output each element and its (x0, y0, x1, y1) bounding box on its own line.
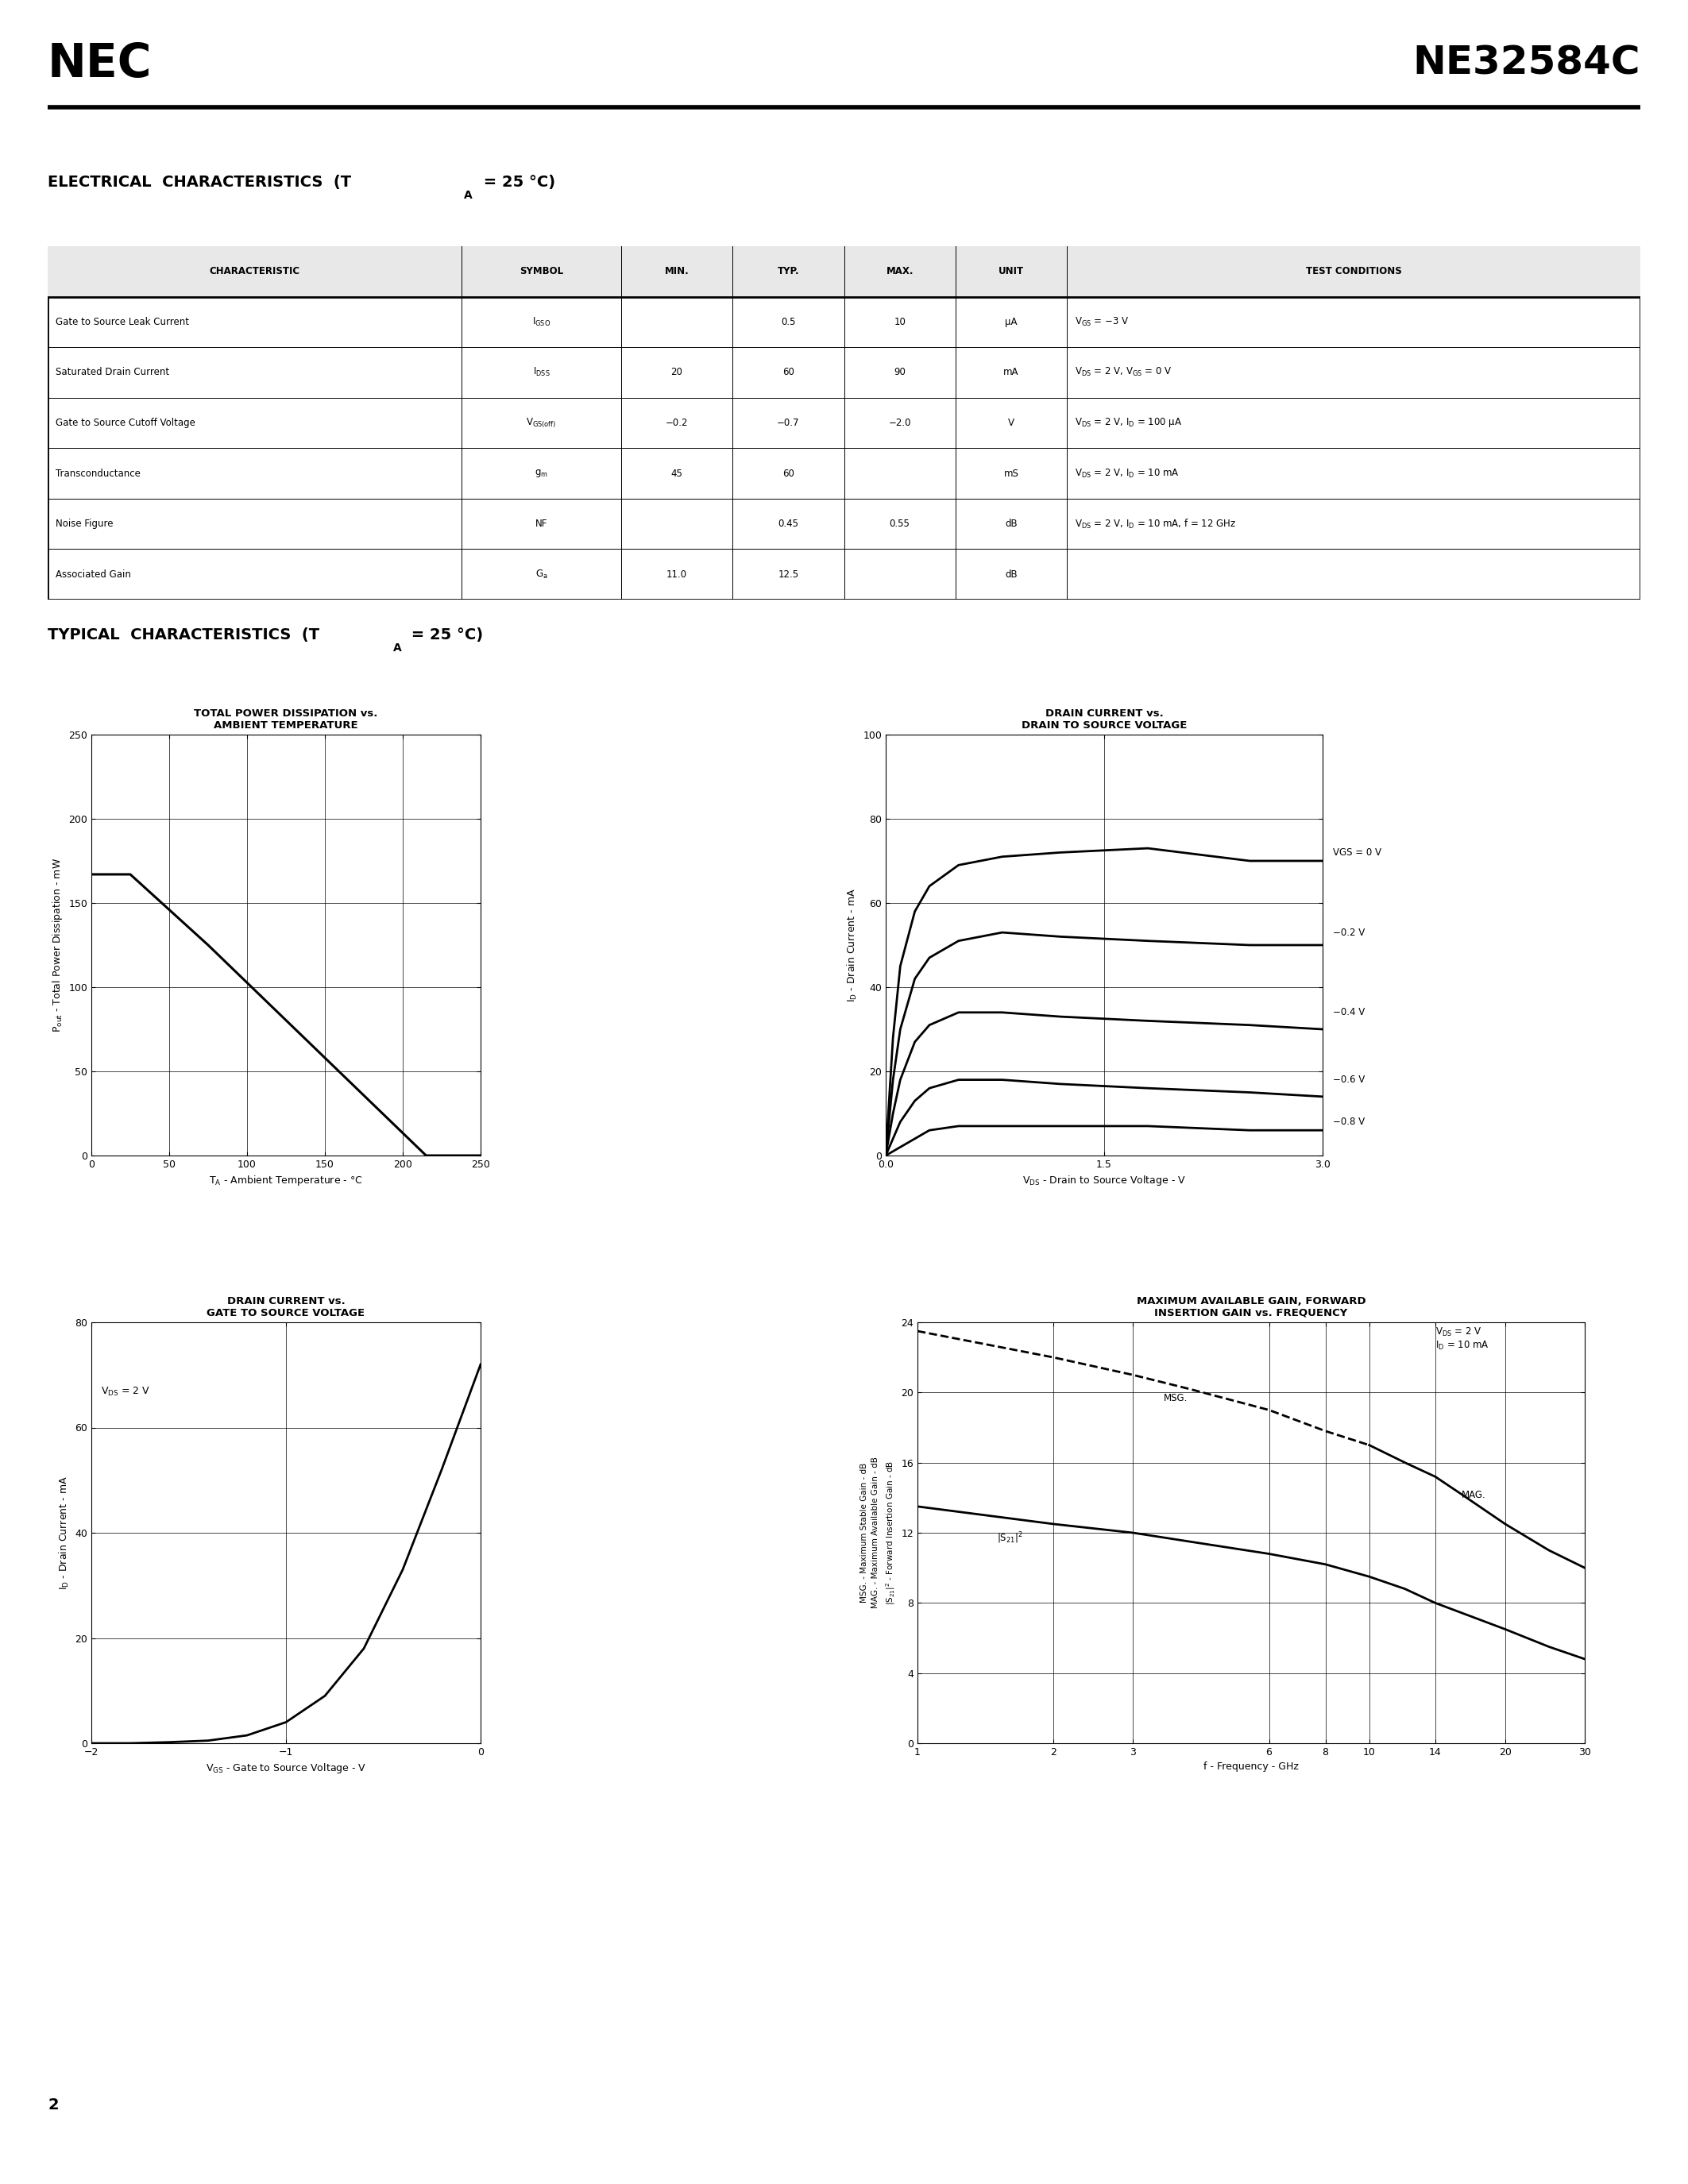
Text: V$_{\rm DS}$ = 2 V: V$_{\rm DS}$ = 2 V (101, 1385, 150, 1398)
Text: I$_{\rm GSO}$: I$_{\rm GSO}$ (532, 317, 550, 328)
Text: 45: 45 (670, 467, 682, 478)
X-axis label: V$_{\rm GS}$ - Gate to Source Voltage - V: V$_{\rm GS}$ - Gate to Source Voltage - … (206, 1762, 366, 1776)
Text: 60: 60 (782, 467, 793, 478)
Text: V$_{\rm DS}$ = 2 V, I$_{\rm D}$ = 100 μA: V$_{\rm DS}$ = 2 V, I$_{\rm D}$ = 100 μA (1075, 417, 1182, 430)
Text: 0.45: 0.45 (778, 520, 798, 529)
Text: VGS = 0 V: VGS = 0 V (1334, 847, 1381, 858)
Text: V$_{\rm GS(off)}$: V$_{\rm GS(off)}$ (527, 417, 557, 430)
Text: I$_{\rm DSS}$: I$_{\rm DSS}$ (533, 367, 550, 378)
Text: G$_{\rm a}$: G$_{\rm a}$ (535, 568, 547, 581)
Title: DRAIN CURRENT vs.
DRAIN TO SOURCE VOLTAGE: DRAIN CURRENT vs. DRAIN TO SOURCE VOLTAG… (1021, 708, 1187, 729)
Text: 10: 10 (895, 317, 906, 328)
Text: 0.55: 0.55 (890, 520, 910, 529)
Text: −0.4 V: −0.4 V (1334, 1007, 1366, 1018)
Text: MAG.: MAG. (1462, 1489, 1485, 1500)
Text: = 25 °C): = 25 °C) (478, 175, 555, 190)
Text: MIN.: MIN. (665, 266, 689, 277)
Text: μA: μA (1004, 317, 1018, 328)
Text: A: A (464, 190, 473, 201)
Text: A: A (393, 642, 402, 653)
Text: UNIT: UNIT (999, 266, 1025, 277)
Text: V$_{\rm GS}$ = −3 V: V$_{\rm GS}$ = −3 V (1075, 317, 1129, 328)
Text: 11.0: 11.0 (667, 570, 687, 579)
Text: MSG.: MSG. (1163, 1393, 1187, 1404)
Text: −2.0: −2.0 (888, 417, 912, 428)
X-axis label: V$_{\rm DS}$ - Drain to Source Voltage - V: V$_{\rm DS}$ - Drain to Source Voltage -… (1023, 1175, 1187, 1188)
Text: TYPICAL  CHARACTERISTICS  (T: TYPICAL CHARACTERISTICS (T (47, 627, 319, 642)
Text: mA: mA (1003, 367, 1020, 378)
Text: Transconductance: Transconductance (56, 467, 140, 478)
Title: TOTAL POWER DISSIPATION vs.
AMBIENT TEMPERATURE: TOTAL POWER DISSIPATION vs. AMBIENT TEMP… (194, 708, 378, 729)
Text: NF: NF (535, 520, 547, 529)
Y-axis label: MSG. - Maximum Stable Gain - dB
MAG. - Maximum Available Gain - dB
|S$_{21}$|$^2: MSG. - Maximum Stable Gain - dB MAG. - M… (861, 1457, 896, 1610)
Title: MAXIMUM AVAILABLE GAIN, FORWARD
INSERTION GAIN vs. FREQUENCY: MAXIMUM AVAILABLE GAIN, FORWARD INSERTIO… (1136, 1295, 1366, 1319)
Text: CHARACTERISTIC: CHARACTERISTIC (209, 266, 300, 277)
Text: Saturated Drain Current: Saturated Drain Current (56, 367, 169, 378)
X-axis label: T$_{\rm A}$ - Ambient Temperature - °C: T$_{\rm A}$ - Ambient Temperature - °C (209, 1175, 363, 1188)
Text: 12.5: 12.5 (778, 570, 798, 579)
Text: −0.2 V: −0.2 V (1334, 928, 1366, 937)
Text: 20: 20 (670, 367, 682, 378)
Text: 60: 60 (782, 367, 793, 378)
Text: 90: 90 (895, 367, 906, 378)
Y-axis label: I$_{\rm D}$ - Drain Current - mA: I$_{\rm D}$ - Drain Current - mA (57, 1476, 71, 1590)
Text: ELECTRICAL  CHARACTERISTICS  (T: ELECTRICAL CHARACTERISTICS (T (47, 175, 351, 190)
Text: dB: dB (1004, 570, 1018, 579)
Title: DRAIN CURRENT vs.
GATE TO SOURCE VOLTAGE: DRAIN CURRENT vs. GATE TO SOURCE VOLTAGE (208, 1295, 365, 1319)
Text: −0.6 V: −0.6 V (1334, 1075, 1366, 1085)
Text: Associated Gain: Associated Gain (56, 570, 132, 579)
Bar (47, 247, 1641, 297)
Text: −0.2: −0.2 (665, 417, 689, 428)
Text: V$_{\rm DS}$ = 2 V, I$_{\rm D}$ = 10 mA: V$_{\rm DS}$ = 2 V, I$_{\rm D}$ = 10 mA (1075, 467, 1180, 478)
Text: V$_{\rm DS}$ = 2 V, V$_{\rm GS}$ = 0 V: V$_{\rm DS}$ = 2 V, V$_{\rm GS}$ = 0 V (1075, 367, 1173, 378)
Text: −0.7: −0.7 (776, 417, 800, 428)
Y-axis label: I$_{\rm D}$ - Drain Current - mA: I$_{\rm D}$ - Drain Current - mA (846, 889, 859, 1002)
Text: = 25 °C): = 25 °C) (405, 627, 483, 642)
Text: SYMBOL: SYMBOL (520, 266, 564, 277)
X-axis label: f - Frequency - GHz: f - Frequency - GHz (1204, 1762, 1298, 1771)
Text: TEST CONDITIONS: TEST CONDITIONS (1307, 266, 1401, 277)
Text: dB: dB (1004, 520, 1018, 529)
Text: V$_{\rm DS}$ = 2 V, I$_{\rm D}$ = 10 mA, f = 12 GHz: V$_{\rm DS}$ = 2 V, I$_{\rm D}$ = 10 mA,… (1075, 518, 1236, 531)
Y-axis label: P$_{\rm out}$ - Total Power Dissipation - mW: P$_{\rm out}$ - Total Power Dissipation … (51, 858, 64, 1033)
Text: Noise Figure: Noise Figure (56, 520, 113, 529)
Text: NE32584C: NE32584C (1413, 44, 1641, 83)
Text: 2: 2 (47, 2097, 59, 2112)
Text: NEC: NEC (47, 41, 152, 85)
Text: V: V (1008, 417, 1014, 428)
Text: |S$_{21}$|$^2$: |S$_{21}$|$^2$ (998, 1531, 1023, 1546)
Text: g$_{\rm m}$: g$_{\rm m}$ (535, 467, 549, 478)
Text: Gate to Source Leak Current: Gate to Source Leak Current (56, 317, 189, 328)
Text: MAX.: MAX. (886, 266, 913, 277)
Text: TYP.: TYP. (776, 266, 798, 277)
Text: mS: mS (1004, 467, 1020, 478)
Text: V$_{\rm DS}$ = 2 V
I$_{\rm D}$ = 10 mA: V$_{\rm DS}$ = 2 V I$_{\rm D}$ = 10 mA (1435, 1326, 1489, 1352)
Text: 0.5: 0.5 (782, 317, 795, 328)
Text: Gate to Source Cutoff Voltage: Gate to Source Cutoff Voltage (56, 417, 196, 428)
Text: −0.8 V: −0.8 V (1334, 1116, 1364, 1127)
